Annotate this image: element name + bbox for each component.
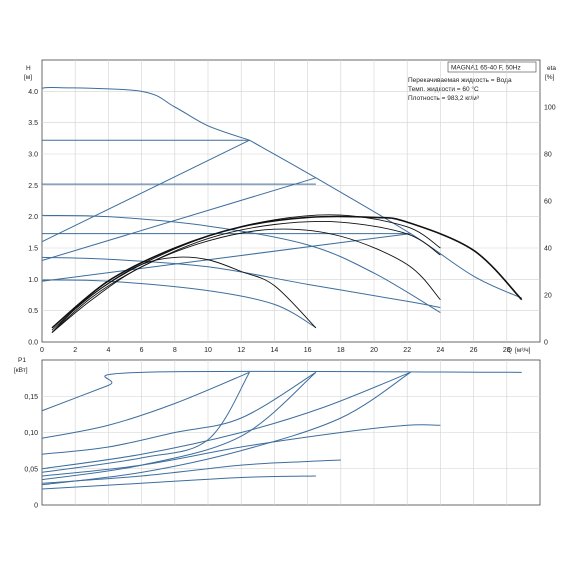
eta-tick-label: 100 bbox=[544, 105, 556, 112]
annotation-density: Плотность = 983,2 кг/м³ bbox=[408, 95, 480, 102]
eta-tick-label: 20 bbox=[544, 293, 552, 300]
x-tick-label: 24 bbox=[437, 347, 445, 354]
head-curve-4 bbox=[249, 139, 522, 299]
p1-axis-unit: [кВт] bbox=[14, 367, 28, 374]
h-tick-label: 0.0 bbox=[28, 340, 38, 347]
p1-axis-label: P1 bbox=[18, 357, 26, 364]
annotation-temperature: Темп. жидкости = 60 °C bbox=[408, 85, 479, 93]
x-tick-label: 10 bbox=[204, 347, 212, 354]
eta-tick-label: 40 bbox=[544, 246, 552, 253]
head-curve-6 bbox=[41, 177, 317, 262]
eta-tick-label: 80 bbox=[544, 152, 552, 159]
power-curve-5 bbox=[41, 371, 317, 481]
power-curve-6 bbox=[41, 371, 411, 486]
power-curve-1 bbox=[41, 371, 250, 439]
x-tick-label: 12 bbox=[237, 347, 245, 354]
h-tick-label: 0.5 bbox=[28, 308, 38, 315]
p1-tick-label: 0,05 bbox=[24, 466, 38, 473]
power-curve-0 bbox=[41, 370, 522, 412]
head-curve-9 bbox=[41, 256, 441, 309]
efficiency-curve-4 bbox=[51, 215, 523, 329]
eta-axis-unit: [%] bbox=[545, 74, 555, 81]
x-tick-label: 28 bbox=[503, 347, 511, 354]
head-curve-0 bbox=[41, 86, 250, 141]
p1-tick-label: 0,15 bbox=[24, 394, 38, 401]
p1-tick-label: 0 bbox=[34, 503, 38, 510]
x-tick-label: 20 bbox=[370, 347, 378, 354]
x-tick-label: 6 bbox=[140, 347, 144, 354]
eta-tick-label: 0 bbox=[544, 340, 548, 347]
head-curve-7 bbox=[41, 233, 411, 282]
x-tick-label: 14 bbox=[271, 347, 279, 354]
x-tick-label: 2 bbox=[73, 347, 77, 354]
h-tick-label: 2.0 bbox=[28, 214, 38, 221]
h-tick-label: 2.5 bbox=[28, 183, 38, 190]
h-tick-label: 3.5 bbox=[28, 120, 38, 127]
power-curve-4 bbox=[41, 372, 250, 473]
h-axis-label: H bbox=[26, 65, 31, 72]
h-tick-label: 1.0 bbox=[28, 277, 38, 284]
head-plot-frame bbox=[41, 59, 541, 343]
p1-tick-label: 0,10 bbox=[24, 430, 38, 437]
chart-title: MAGNA1 65-40 F, 50Hz bbox=[451, 65, 521, 72]
power-curve-9 bbox=[41, 475, 316, 490]
x-tick-label: 8 bbox=[173, 347, 177, 354]
x-tick-label: 22 bbox=[403, 347, 411, 354]
h-tick-label: 3.0 bbox=[28, 152, 38, 159]
head-curve-8 bbox=[41, 214, 441, 313]
head-curve-10 bbox=[41, 279, 317, 329]
q-axis-unit: [м³/ч] bbox=[515, 347, 531, 354]
annotation-fluid: Перекачиваемая жидкость = Вода bbox=[408, 77, 512, 84]
eta-axis-label: eta bbox=[547, 65, 556, 72]
h-tick-label: 4.0 bbox=[28, 89, 38, 96]
eta-tick-label: 60 bbox=[544, 199, 552, 206]
efficiency-curve-2 bbox=[51, 221, 441, 333]
x-tick-label: 4 bbox=[106, 347, 110, 354]
power-curve-7 bbox=[41, 424, 441, 477]
x-tick-label: 18 bbox=[337, 347, 345, 354]
h-axis-unit: [м] bbox=[24, 74, 32, 81]
efficiency-curve-1 bbox=[51, 228, 441, 333]
head-curve-5 bbox=[41, 139, 250, 243]
x-tick-label: 26 bbox=[470, 347, 478, 354]
q-axis-label: Q bbox=[507, 347, 512, 354]
power-curve-3 bbox=[41, 371, 411, 470]
h-tick-label: 1.5 bbox=[28, 246, 38, 253]
x-tick-label: 0 bbox=[40, 347, 44, 354]
power-curve-2 bbox=[41, 371, 317, 455]
model-title-box bbox=[447, 61, 537, 73]
power-curve-8 bbox=[41, 459, 341, 484]
x-tick-label: 16 bbox=[304, 347, 312, 354]
